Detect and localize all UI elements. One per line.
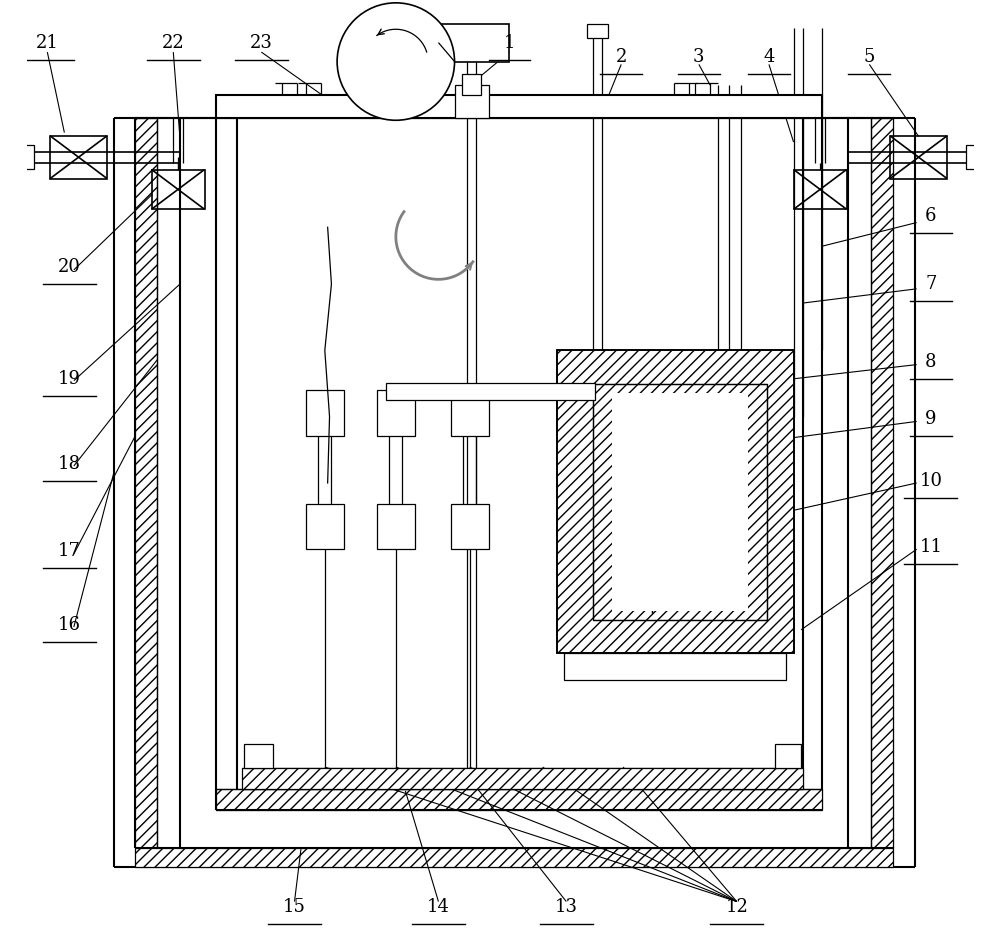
Bar <box>625 512 678 561</box>
Text: 1: 1 <box>504 33 515 52</box>
Text: 16: 16 <box>58 616 81 634</box>
Text: 12: 12 <box>725 898 748 917</box>
Text: 10: 10 <box>919 472 942 491</box>
Bar <box>625 441 678 491</box>
Text: 11: 11 <box>919 538 942 557</box>
Bar <box>242 768 803 789</box>
Text: 7: 7 <box>925 275 937 294</box>
Bar <box>587 24 608 38</box>
Bar <box>871 118 893 848</box>
Text: 23: 23 <box>250 33 273 52</box>
Text: 6: 6 <box>925 206 937 225</box>
Text: 5: 5 <box>864 47 875 66</box>
Bar <box>451 504 489 549</box>
Bar <box>775 744 801 768</box>
Bar <box>386 383 595 400</box>
Bar <box>17 145 34 169</box>
Bar <box>306 390 344 436</box>
Circle shape <box>337 3 455 120</box>
Bar <box>451 390 489 436</box>
Bar <box>377 504 415 549</box>
Bar <box>306 504 344 549</box>
Text: 21: 21 <box>36 33 59 52</box>
Text: 17: 17 <box>58 542 81 561</box>
Text: 15: 15 <box>283 898 306 917</box>
Bar <box>152 170 205 209</box>
Bar <box>438 24 509 62</box>
Bar <box>564 653 786 680</box>
Bar <box>216 95 822 118</box>
Bar <box>455 85 489 118</box>
Bar <box>557 350 794 653</box>
Text: 22: 22 <box>162 33 185 52</box>
Text: 8: 8 <box>925 352 937 371</box>
Bar <box>135 118 157 848</box>
Text: 19: 19 <box>58 369 81 388</box>
Bar <box>216 789 822 810</box>
Bar <box>462 74 481 95</box>
Bar <box>244 744 273 768</box>
Bar <box>890 136 947 179</box>
Bar <box>612 393 748 611</box>
Text: 4: 4 <box>763 47 775 66</box>
Bar <box>625 441 678 491</box>
Bar <box>593 384 767 620</box>
Bar <box>135 848 893 867</box>
Bar <box>966 145 983 169</box>
Bar <box>625 512 678 561</box>
Text: 9: 9 <box>925 409 937 428</box>
Text: 3: 3 <box>693 47 705 66</box>
Text: 18: 18 <box>58 455 81 474</box>
Bar <box>50 136 107 179</box>
Text: 2: 2 <box>616 47 627 66</box>
Text: 20: 20 <box>58 258 81 277</box>
Bar <box>794 170 847 209</box>
Text: 14: 14 <box>427 898 450 917</box>
Text: 13: 13 <box>555 898 578 917</box>
Bar <box>557 350 794 653</box>
Bar <box>377 390 415 436</box>
Bar <box>593 384 767 620</box>
